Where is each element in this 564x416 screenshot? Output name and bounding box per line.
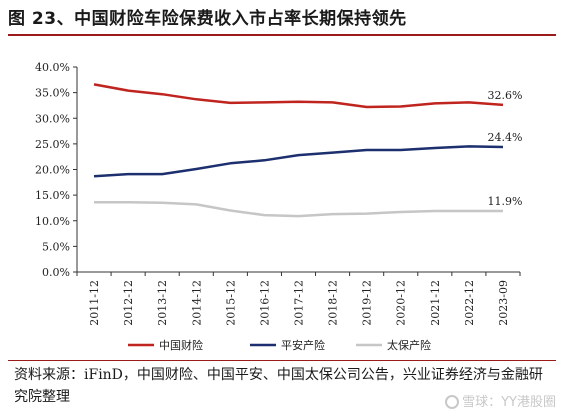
y-tick-label: 30.0% (35, 112, 70, 125)
y-tick-label: 40.0% (35, 61, 70, 74)
x-tick-label: 2023-09 (497, 280, 510, 326)
y-tick-label: 25.0% (35, 138, 70, 151)
x-tick-label: 2014-12 (190, 280, 203, 326)
y-tick-label: 10.0% (35, 215, 70, 228)
x-tick-label: 2020-12 (395, 280, 408, 326)
x-tick-label: 2018-12 (327, 280, 340, 326)
series-line-3 (94, 201, 503, 218)
line-chart: 0.0% 5.0% 10.0% 15.0% 20.0% 25.0% 30.0% 35.0% 40… (35, 61, 522, 352)
x-tick-label: 2012-12 (122, 280, 135, 326)
x-tick-label: 2017-12 (293, 280, 306, 326)
figure-title: 图 23、中国财险车险保费收入市占率长期保持领先 (8, 9, 407, 29)
x-tick-label: 2011-12 (88, 280, 101, 326)
y-tick-label: 35.0% (35, 87, 70, 100)
watermark: 雪球：YY港股圈 (445, 391, 556, 410)
watermark-text: 雪球：YY港股圈 (462, 395, 556, 410)
y-tick-label: 0.0% (42, 266, 70, 279)
x-tick-label: 2019-12 (361, 280, 374, 326)
x-tick-label: 2021-12 (429, 280, 442, 326)
series-line-2 (93, 145, 504, 178)
legend-label: 平安产险 (281, 338, 325, 352)
end-data-label: 32.6% (487, 89, 522, 102)
x-tick-label: 2013-12 (156, 280, 169, 326)
y-tick-label: 5.0% (42, 240, 70, 253)
source-divider (8, 360, 556, 361)
y-tick-label: 20.0% (35, 164, 70, 177)
x-tick-label: 2016-12 (258, 280, 271, 326)
legend-label: 中国财险 (159, 338, 203, 352)
x-tick-label: 2022-12 (463, 280, 476, 326)
end-data-label: 11.9% (487, 195, 522, 208)
legend-label: 太保产险 (387, 338, 431, 352)
snowball-logo-icon (445, 395, 460, 409)
series-line-1 (93, 83, 504, 109)
y-tick-label: 15.0% (35, 189, 70, 202)
title-divider (8, 34, 556, 36)
end-data-label: 24.4% (487, 131, 522, 144)
x-tick-label: 2015-12 (224, 280, 237, 326)
source-note: 资料来源：iFinD，中国财险、中国平安、中国太保公司公告，兴业证券经济与金融研… (14, 367, 543, 405)
